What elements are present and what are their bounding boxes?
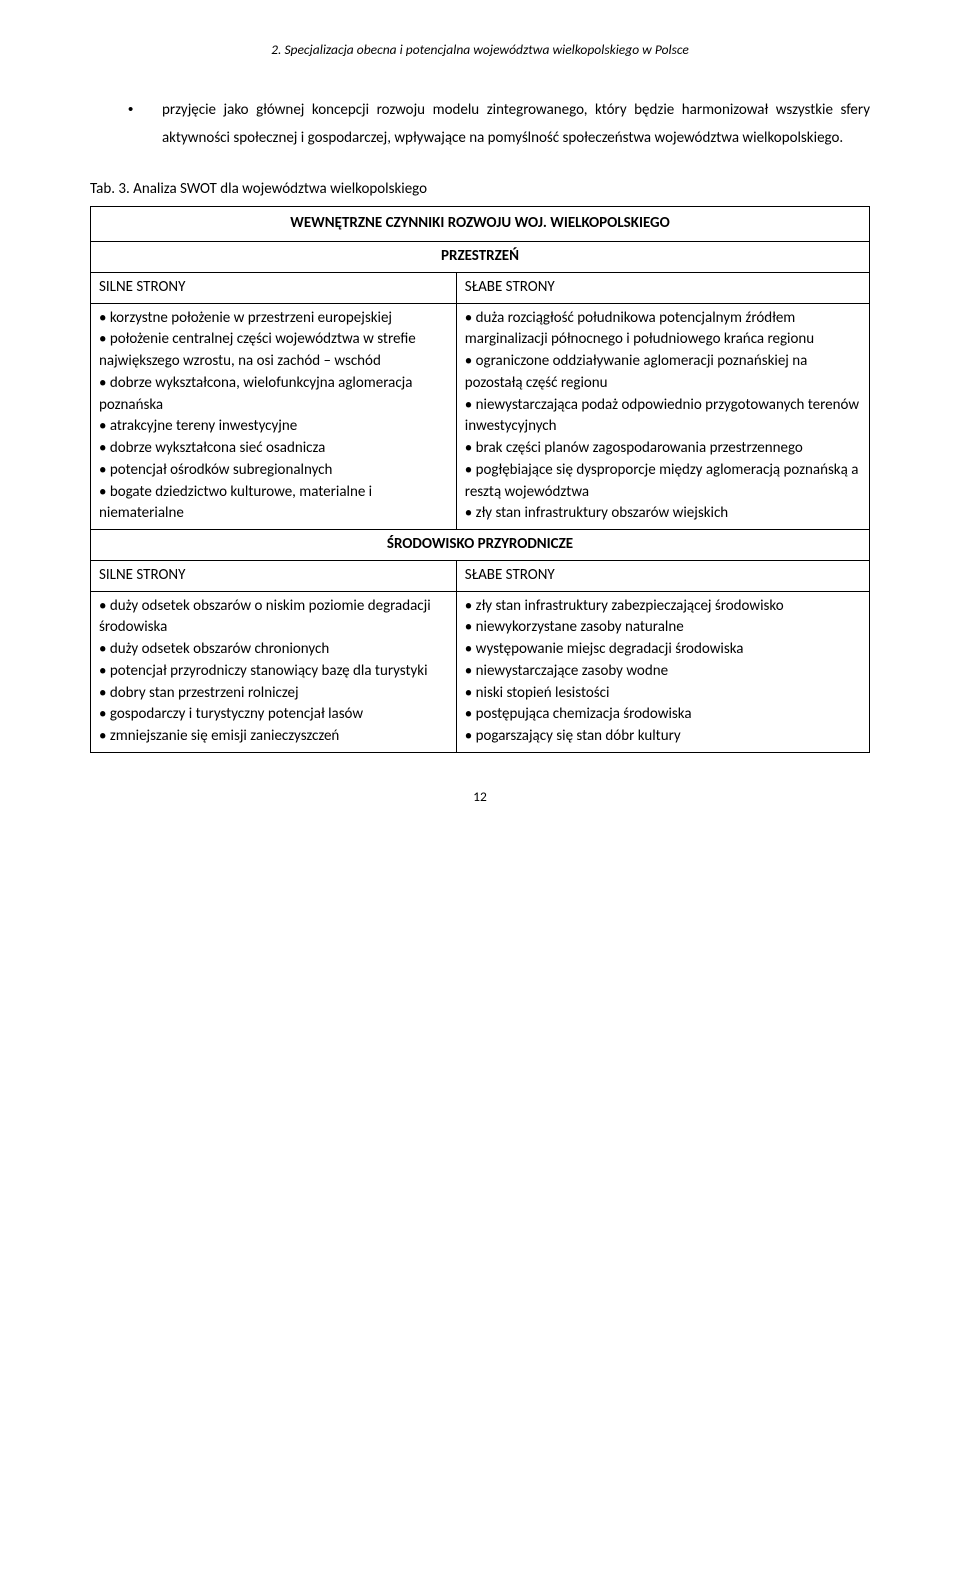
- intro-text: przyjęcie jako głównej koncepcji rozwoju…: [162, 96, 870, 153]
- list-item: • duża rozciągłość południkowa potencjal…: [465, 308, 861, 352]
- list-item: • pogarszający się stan dóbr kultury: [465, 726, 861, 748]
- page-number: 12: [90, 787, 870, 807]
- list-item: • niewykorzystane zasoby naturalne: [465, 617, 861, 639]
- weaknesses-label: SŁABE STRONY: [456, 272, 869, 303]
- weaknesses-label: SŁABE STRONY: [456, 560, 869, 591]
- swot-table: WEWNĘTRZNE CZYNNIKI ROZWOJU WOJ. WIELKOP…: [90, 206, 870, 753]
- strengths-label: SILNE STRONY: [91, 272, 457, 303]
- list-item: • położenie centralnej części województw…: [99, 329, 448, 373]
- strengths-cell: • korzystne położenie w przestrzeni euro…: [91, 303, 457, 530]
- bullet-icon: •: [128, 96, 162, 153]
- weaknesses-cell: • zły stan infrastruktury zabezpieczając…: [456, 591, 869, 752]
- list-item: • korzystne położenie w przestrzeni euro…: [99, 308, 448, 330]
- intro-paragraph: • przyjęcie jako głównej koncepcji rozwo…: [90, 96, 870, 153]
- list-item: • dobry stan przestrzeni rolniczej: [99, 683, 448, 705]
- list-item: • gospodarczy i turystyczny potencjał la…: [99, 704, 448, 726]
- list-item: • atrakcyjne tereny inwestycyjne: [99, 416, 448, 438]
- list-item: • dobrze wykształcona, wielofunkcyjna ag…: [99, 373, 448, 417]
- list-item: • występowanie miejsc degradacji środowi…: [465, 639, 861, 661]
- list-item: • zły stan infrastruktury obszarów wiejs…: [465, 503, 861, 525]
- weaknesses-cell: • duża rozciągłość południkowa potencjal…: [456, 303, 869, 530]
- swot-section-title: PRZESTRZEŃ: [91, 242, 870, 273]
- table-caption: Tab. 3. Analiza SWOT dla województwa wie…: [90, 179, 870, 201]
- swot-main-header: WEWNĘTRZNE CZYNNIKI ROZWOJU WOJ. WIELKOP…: [91, 207, 870, 242]
- list-item: • bogate dziedzictwo kulturowe, material…: [99, 482, 448, 526]
- list-item: • niewystarczające zasoby wodne: [465, 661, 861, 683]
- list-item: • duży odsetek obszarów chronionych: [99, 639, 448, 661]
- list-item: • potencjał przyrodniczy stanowiący bazę…: [99, 661, 448, 683]
- swot-section-title: ŚRODOWISKO PRZYRODNICZE: [91, 530, 870, 561]
- list-item: • brak części planów zagospodarowania pr…: [465, 438, 861, 460]
- chapter-header: 2. Specjalizacja obecna i potencjalna wo…: [90, 40, 870, 60]
- list-item: • zły stan infrastruktury zabezpieczając…: [465, 596, 861, 618]
- list-item: • zmniejszanie się emisji zanieczyszczeń: [99, 726, 448, 748]
- list-item: • ograniczone oddziaływanie aglomeracji …: [465, 351, 861, 395]
- list-item: • pogłębiające się dysproporcje między a…: [465, 460, 861, 504]
- list-item: • duży odsetek obszarów o niskim poziomi…: [99, 596, 448, 640]
- strengths-label: SILNE STRONY: [91, 560, 457, 591]
- strengths-cell: • duży odsetek obszarów o niskim poziomi…: [91, 591, 457, 752]
- list-item: • niski stopień lesistości: [465, 683, 861, 705]
- list-item: • potencjał ośrodków subregionalnych: [99, 460, 448, 482]
- list-item: • niewystarczająca podaż odpowiednio prz…: [465, 395, 861, 439]
- list-item: • postępująca chemizacja środowiska: [465, 704, 861, 726]
- list-item: • dobrze wykształcona sieć osadnicza: [99, 438, 448, 460]
